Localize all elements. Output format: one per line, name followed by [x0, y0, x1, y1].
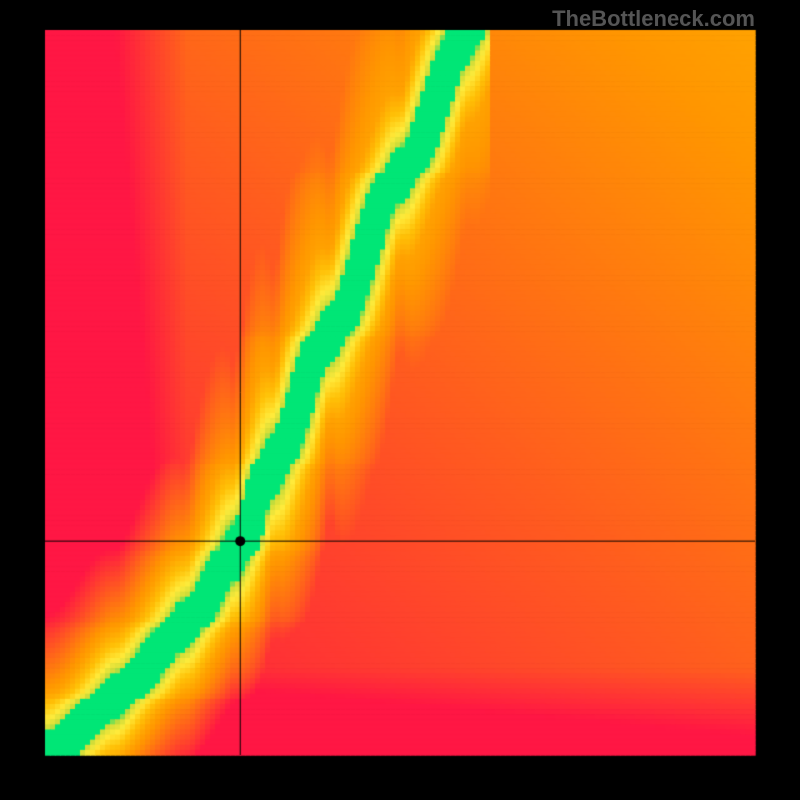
- bottleneck-heatmap: [0, 0, 800, 800]
- watermark-text: TheBottleneck.com: [552, 6, 755, 32]
- chart-container: TheBottleneck.com: [0, 0, 800, 800]
